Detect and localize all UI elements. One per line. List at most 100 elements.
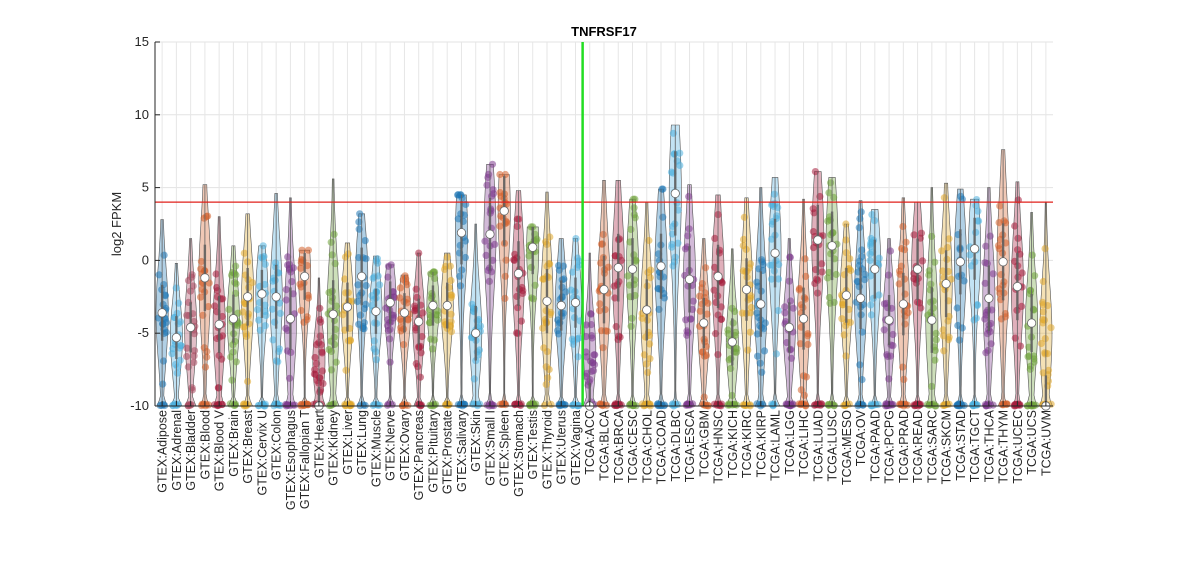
data-point	[604, 263, 613, 271]
data-point	[1041, 245, 1049, 253]
x-tick-label: GTEX:Muscle	[369, 410, 383, 487]
data-point	[1002, 400, 1010, 408]
data-point	[284, 261, 292, 269]
data-point	[316, 315, 324, 324]
median-marker	[1012, 282, 1022, 292]
violin-tcga-pcpg	[880, 238, 897, 410]
data-point	[811, 279, 819, 287]
data-point	[177, 342, 185, 350]
data-point	[540, 401, 549, 409]
violin-gtex-muscle	[368, 255, 384, 410]
data-point	[840, 331, 848, 339]
data-point	[982, 242, 990, 250]
data-point	[341, 253, 350, 261]
data-point	[1016, 342, 1025, 350]
data-point	[197, 293, 205, 301]
data-point	[1011, 222, 1019, 230]
data-point	[875, 291, 883, 299]
data-point	[685, 192, 693, 201]
data-point	[240, 249, 248, 257]
data-point	[753, 309, 761, 317]
data-point	[1026, 286, 1035, 294]
data-point	[787, 354, 796, 362]
data-point	[332, 358, 340, 366]
data-point	[396, 294, 404, 302]
data-point	[696, 307, 704, 315]
data-point	[511, 250, 519, 258]
data-point	[931, 346, 939, 354]
data-point	[175, 299, 183, 307]
data-point	[574, 353, 582, 361]
x-tick-label: TCGA:PAAD	[868, 410, 882, 481]
data-point	[603, 327, 611, 335]
data-point	[1041, 350, 1049, 358]
data-point	[155, 271, 163, 279]
data-point	[261, 307, 269, 316]
data-point	[669, 262, 677, 270]
data-point	[283, 347, 291, 355]
data-point	[400, 401, 408, 409]
data-point	[760, 347, 769, 355]
x-tick-label: GTEX:Bladder	[184, 410, 198, 491]
data-point	[542, 363, 550, 371]
data-point	[931, 356, 939, 364]
data-point	[588, 332, 596, 340]
data-point	[430, 336, 439, 344]
data-point	[810, 209, 818, 217]
x-tick-label: GTEX:Skin	[469, 410, 483, 472]
data-point	[797, 386, 805, 394]
data-point	[540, 344, 548, 352]
x-tick-label: TCGA:LUSC	[826, 410, 840, 482]
data-point	[188, 386, 196, 394]
data-point	[717, 303, 725, 311]
data-point	[711, 234, 719, 242]
data-point	[404, 316, 412, 324]
data-point	[488, 160, 497, 168]
median-marker	[556, 300, 566, 311]
data-point	[932, 336, 940, 344]
data-point	[400, 341, 408, 349]
data-point	[590, 361, 599, 369]
data-point	[931, 258, 939, 266]
data-point	[983, 330, 992, 338]
data-point	[895, 280, 903, 288]
violin-tcga-lusc	[824, 177, 841, 410]
x-tick-label: GTEX:Adipose	[156, 410, 170, 493]
x-tick-label: TCGA:READ	[911, 410, 925, 483]
x-tick-label: TCGA:HNSC	[712, 410, 726, 484]
median-marker	[770, 248, 780, 258]
data-point	[781, 303, 789, 311]
data-point	[629, 195, 637, 203]
data-point	[502, 256, 510, 264]
data-point	[659, 213, 667, 221]
data-point	[627, 225, 635, 233]
data-point	[402, 275, 410, 283]
data-point	[661, 401, 669, 409]
data-point	[940, 347, 948, 355]
median-marker	[955, 257, 965, 267]
data-point	[327, 347, 336, 355]
data-point	[457, 282, 465, 290]
data-point	[203, 353, 211, 361]
data-point	[183, 352, 191, 361]
median-marker	[684, 274, 695, 284]
violin-gtex-lung	[353, 210, 370, 410]
data-point	[229, 341, 237, 349]
data-point	[482, 251, 490, 259]
data-point	[867, 272, 875, 280]
x-tick-label: TCGA:LUAD	[811, 410, 825, 482]
data-point	[987, 340, 995, 348]
data-point	[725, 356, 733, 364]
data-point	[259, 242, 267, 250]
data-point	[732, 328, 740, 336]
data-point	[330, 230, 338, 238]
data-point	[598, 240, 607, 248]
data-point	[996, 202, 1004, 210]
data-point	[827, 179, 835, 187]
data-point	[441, 265, 449, 273]
x-tick-label: TCGA:PRAD	[897, 410, 911, 483]
data-point	[269, 336, 277, 344]
data-point	[575, 334, 583, 342]
median-marker	[271, 292, 281, 302]
median-marker	[385, 298, 395, 308]
